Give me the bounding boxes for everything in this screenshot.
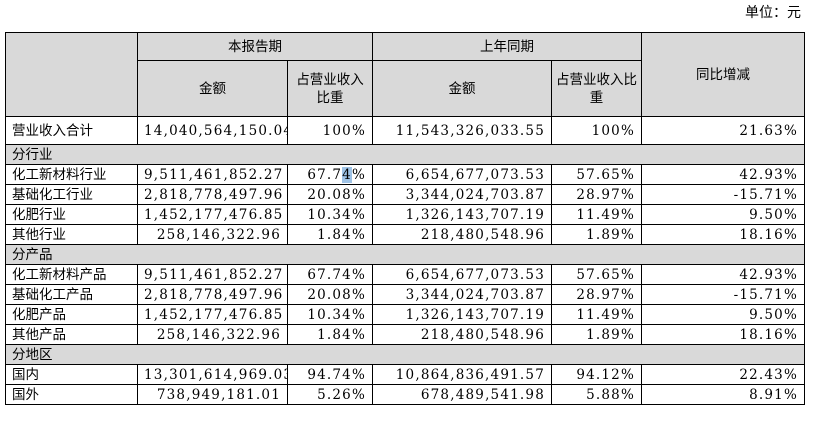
prev-amount-cell: 6,654,677,073.53 bbox=[372, 164, 552, 185]
header-current-period: 本报告期 bbox=[137, 32, 373, 61]
yoy-cell: 9.50% bbox=[641, 204, 805, 225]
section-header-industry: 分行业 bbox=[5, 144, 805, 165]
prev-share-cell: 57.65% bbox=[551, 264, 642, 285]
cur-share-cell: 20.08% bbox=[287, 284, 373, 305]
prev-share-cell: 1.89% bbox=[551, 324, 642, 345]
row-label: 化肥行业 bbox=[5, 204, 138, 225]
header-cur-amount: 金额 bbox=[137, 60, 288, 117]
yoy-cell: 42.93% bbox=[641, 264, 805, 285]
yoy-cell: 8.91% bbox=[641, 384, 805, 405]
yoy-cell: 21.63% bbox=[641, 116, 805, 145]
table-row: 国外 738,949,181.01 5.26% 678,489,541.98 5… bbox=[5, 384, 805, 405]
prev-amount-cell: 3,344,024,703.87 bbox=[372, 284, 552, 305]
prev-share-cell: 57.65% bbox=[551, 164, 642, 185]
table-row: 化工新材料行业 9,511,461,852.27 67.74% 6,654,67… bbox=[5, 164, 805, 185]
yoy-cell: 18.16% bbox=[641, 324, 805, 345]
row-label: 国外 bbox=[5, 384, 138, 405]
prev-share-cell: 100% bbox=[551, 116, 642, 145]
prev-amount-cell: 3,344,024,703.87 bbox=[372, 184, 552, 205]
prev-share-cell: 11.49% bbox=[551, 304, 642, 325]
section-title: 分行业 bbox=[5, 144, 805, 165]
row-label: 化肥产品 bbox=[5, 304, 138, 325]
yoy-cell: -15.71% bbox=[641, 184, 805, 205]
header-row-1: 本报告期 上年同期 同比增减 bbox=[5, 32, 805, 117]
row-label: 化工新材料产品 bbox=[5, 264, 138, 285]
yoy-cell: 9.50% bbox=[641, 304, 805, 325]
cur-share-cell: 94.74% bbox=[287, 364, 373, 385]
prev-share-cell: 28.97% bbox=[551, 184, 642, 205]
table-row: 基础化工行业 2,818,778,497.96 20.08% 3,344,024… bbox=[5, 184, 805, 205]
header-prior-period: 上年同期 bbox=[372, 32, 642, 61]
row-label: 其他行业 bbox=[5, 224, 138, 245]
cur-amount-cell: 2,818,778,497.96 bbox=[137, 184, 288, 205]
cur-share-cell: 5.26% bbox=[287, 384, 373, 405]
cur-amount-cell: 2,818,778,497.96 bbox=[137, 284, 288, 305]
cur-amount-cell: 9,511,461,852.27 bbox=[137, 164, 288, 185]
cur-share-text: 67.7 bbox=[307, 166, 343, 183]
section-header-product: 分产品 bbox=[5, 244, 805, 265]
table-row: 其他行业 258,146,322.96 1.84% 218,480,548.96… bbox=[5, 224, 805, 245]
prev-amount-cell: 6,654,677,073.53 bbox=[372, 264, 552, 285]
cur-amount-cell: 9,511,461,852.27 bbox=[137, 264, 288, 285]
prev-share-cell: 11.49% bbox=[551, 204, 642, 225]
section-title: 分产品 bbox=[5, 244, 805, 265]
prev-amount-cell: 678,489,541.98 bbox=[372, 384, 552, 405]
cur-share-cell: 1.84% bbox=[287, 324, 373, 345]
prev-amount-cell: 10,864,836,491.57 bbox=[372, 364, 552, 385]
table-row: 化肥产品 1,452,177,476.85 10.34% 1,326,143,7… bbox=[5, 304, 805, 325]
prev-amount-cell: 218,480,548.96 bbox=[372, 324, 552, 345]
cur-share-cell: 100% bbox=[287, 116, 373, 145]
prev-share-cell: 28.97% bbox=[551, 284, 642, 305]
row-label: 基础化工产品 bbox=[5, 284, 138, 305]
cur-share-cell: 10.34% bbox=[287, 204, 373, 225]
row-label: 国内 bbox=[5, 364, 138, 385]
prev-amount-cell: 1,326,143,707.19 bbox=[372, 204, 552, 225]
prev-share-cell: 5.88% bbox=[551, 384, 642, 405]
table-row: 化工新材料产品 9,511,461,852.27 67.74% 6,654,67… bbox=[5, 264, 805, 285]
yoy-cell: 22.43% bbox=[641, 364, 805, 385]
revenue-table: 本报告期 上年同期 同比增减 金额 占营业收入比重 金额 占营业收入比重 营业收… bbox=[5, 32, 805, 405]
cur-amount-cell: 738,949,181.01 bbox=[137, 384, 288, 405]
cur-share-cell: 1.84% bbox=[287, 224, 373, 245]
row-label: 其他产品 bbox=[5, 324, 138, 345]
yoy-cell: 18.16% bbox=[641, 224, 805, 245]
cur-amount-cell: 1,452,177,476.85 bbox=[137, 204, 288, 225]
header-prev-amount: 金额 bbox=[372, 60, 552, 117]
row-label: 营业收入合计 bbox=[5, 116, 138, 145]
yoy-cell: 42.93% bbox=[641, 164, 805, 185]
row-label: 基础化工行业 bbox=[5, 184, 138, 205]
table-row: 基础化工产品 2,818,778,497.96 20.08% 3,344,024… bbox=[5, 284, 805, 305]
prev-share-cell: 94.12% bbox=[551, 364, 642, 385]
header-row-2: 金额 占营业收入比重 金额 占营业收入比重 bbox=[6, 60, 805, 117]
cur-share-cell: 10.34% bbox=[287, 304, 373, 325]
prev-amount-cell: 218,480,548.96 bbox=[372, 224, 552, 245]
header-corner-cell bbox=[5, 32, 138, 117]
cur-amount-cell: 258,146,322.96 bbox=[137, 324, 288, 345]
table-row: 其他产品 258,146,322.96 1.84% 218,480,548.96… bbox=[5, 324, 805, 345]
cur-share-suffix: % bbox=[351, 166, 366, 183]
unit-label: 单位：元 bbox=[745, 5, 801, 21]
section-header-region: 分地区 bbox=[5, 344, 805, 365]
header-cur-share: 占营业收入比重 bbox=[287, 60, 373, 117]
prev-share-cell: 1.89% bbox=[551, 224, 642, 245]
section-title: 分地区 bbox=[5, 344, 805, 365]
cur-share-cell: 20.08% bbox=[287, 184, 373, 205]
prev-amount-cell: 1,326,143,707.19 bbox=[372, 304, 552, 325]
cur-amount-cell: 14,040,564,150.04 bbox=[137, 116, 288, 145]
table-row: 化肥行业 1,452,177,476.85 10.34% 1,326,143,7… bbox=[5, 204, 805, 225]
cur-amount-cell: 258,146,322.96 bbox=[137, 224, 288, 245]
yoy-cell: -15.71% bbox=[641, 284, 805, 305]
cur-share-cell: 67.74% bbox=[287, 164, 373, 185]
header-yoy: 同比增减 bbox=[641, 32, 805, 117]
cur-share-cell: 67.74% bbox=[287, 264, 373, 285]
table-row: 国内 13,301,614,969.03 94.74% 10,864,836,4… bbox=[5, 364, 805, 385]
text-selection-highlight: 4 bbox=[342, 166, 352, 183]
cur-amount-cell: 1,452,177,476.85 bbox=[137, 304, 288, 325]
cur-amount-cell: 13,301,614,969.03 bbox=[137, 364, 288, 385]
total-row: 营业收入合计 14,040,564,150.04 100% 11,543,326… bbox=[5, 116, 805, 145]
prev-amount-cell: 11,543,326,033.55 bbox=[372, 116, 552, 145]
header-prev-share: 占营业收入比重 bbox=[551, 60, 642, 117]
row-label: 化工新材料行业 bbox=[5, 164, 138, 185]
